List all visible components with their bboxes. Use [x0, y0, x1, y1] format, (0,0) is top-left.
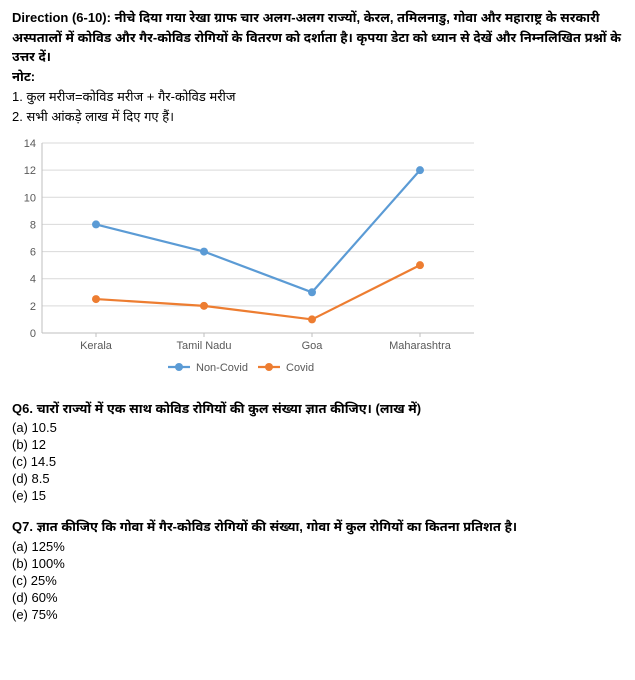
x-tick-label: Kerala	[80, 340, 113, 352]
legend-label: Covid	[286, 362, 314, 374]
series-line	[96, 170, 420, 292]
q6-opt-b: (b) 12	[12, 437, 623, 452]
direction-text: Direction (6-10): नीचे दिया गया रेखा ग्र…	[12, 8, 623, 67]
y-tick-label: 4	[30, 273, 36, 285]
y-tick-label: 6	[30, 246, 36, 258]
x-tick-label: Goa	[302, 340, 324, 352]
note-1: 1. कुल मरीज=कोविड मरीज + गैर-कोविड मरीज	[12, 89, 623, 107]
line-chart: 0 2 4 6 8 10 12 14 Kerala Tamil Nadu Goa Maharashtr…	[12, 135, 623, 385]
data-point	[308, 288, 316, 296]
q7-opt-c: (c) 25%	[12, 573, 623, 588]
chart-svg: 0 2 4 6 8 10 12 14 Kerala Tamil Nadu Goa Maharashtr…	[12, 135, 482, 385]
y-tick-label: 14	[24, 138, 36, 150]
q6-opt-d: (d) 8.5	[12, 471, 623, 486]
q6-title: Q6. चारों राज्यों में एक साथ कोविड रोगिय…	[12, 399, 623, 419]
data-point	[92, 295, 100, 303]
q7-opt-a: (a) 125%	[12, 539, 623, 554]
data-point	[416, 166, 424, 174]
legend-marker	[265, 363, 273, 371]
y-tick-label: 2	[30, 300, 36, 312]
data-point	[308, 315, 316, 323]
y-tick-label: 0	[30, 328, 36, 340]
q7-opt-d: (d) 60%	[12, 590, 623, 605]
data-point	[200, 247, 208, 255]
q7-opt-e: (e) 75%	[12, 607, 623, 622]
x-tick-label: Tamil Nadu	[176, 340, 231, 352]
y-tick-label: 12	[24, 165, 36, 177]
q7-title: Q7. ज्ञात कीजिए कि गोवा में गैर-कोविड रो…	[12, 517, 623, 537]
note-2: 2. सभी आंकड़े लाख में दिए गए हैं।	[12, 109, 623, 127]
data-point	[92, 220, 100, 228]
y-tick-label: 8	[30, 219, 36, 231]
data-point	[416, 261, 424, 269]
note-heading: नोट:	[12, 69, 623, 87]
data-point	[200, 301, 208, 309]
q7-opt-b: (b) 100%	[12, 556, 623, 571]
legend-label: Non-Covid	[196, 362, 248, 374]
q6-opt-c: (c) 14.5	[12, 454, 623, 469]
x-tick-label: Maharashtra	[389, 340, 452, 352]
series-line	[96, 265, 420, 319]
legend-marker	[175, 363, 183, 371]
y-tick-label: 10	[24, 192, 36, 204]
q6-opt-a: (a) 10.5	[12, 420, 623, 435]
q6-opt-e: (e) 15	[12, 488, 623, 503]
